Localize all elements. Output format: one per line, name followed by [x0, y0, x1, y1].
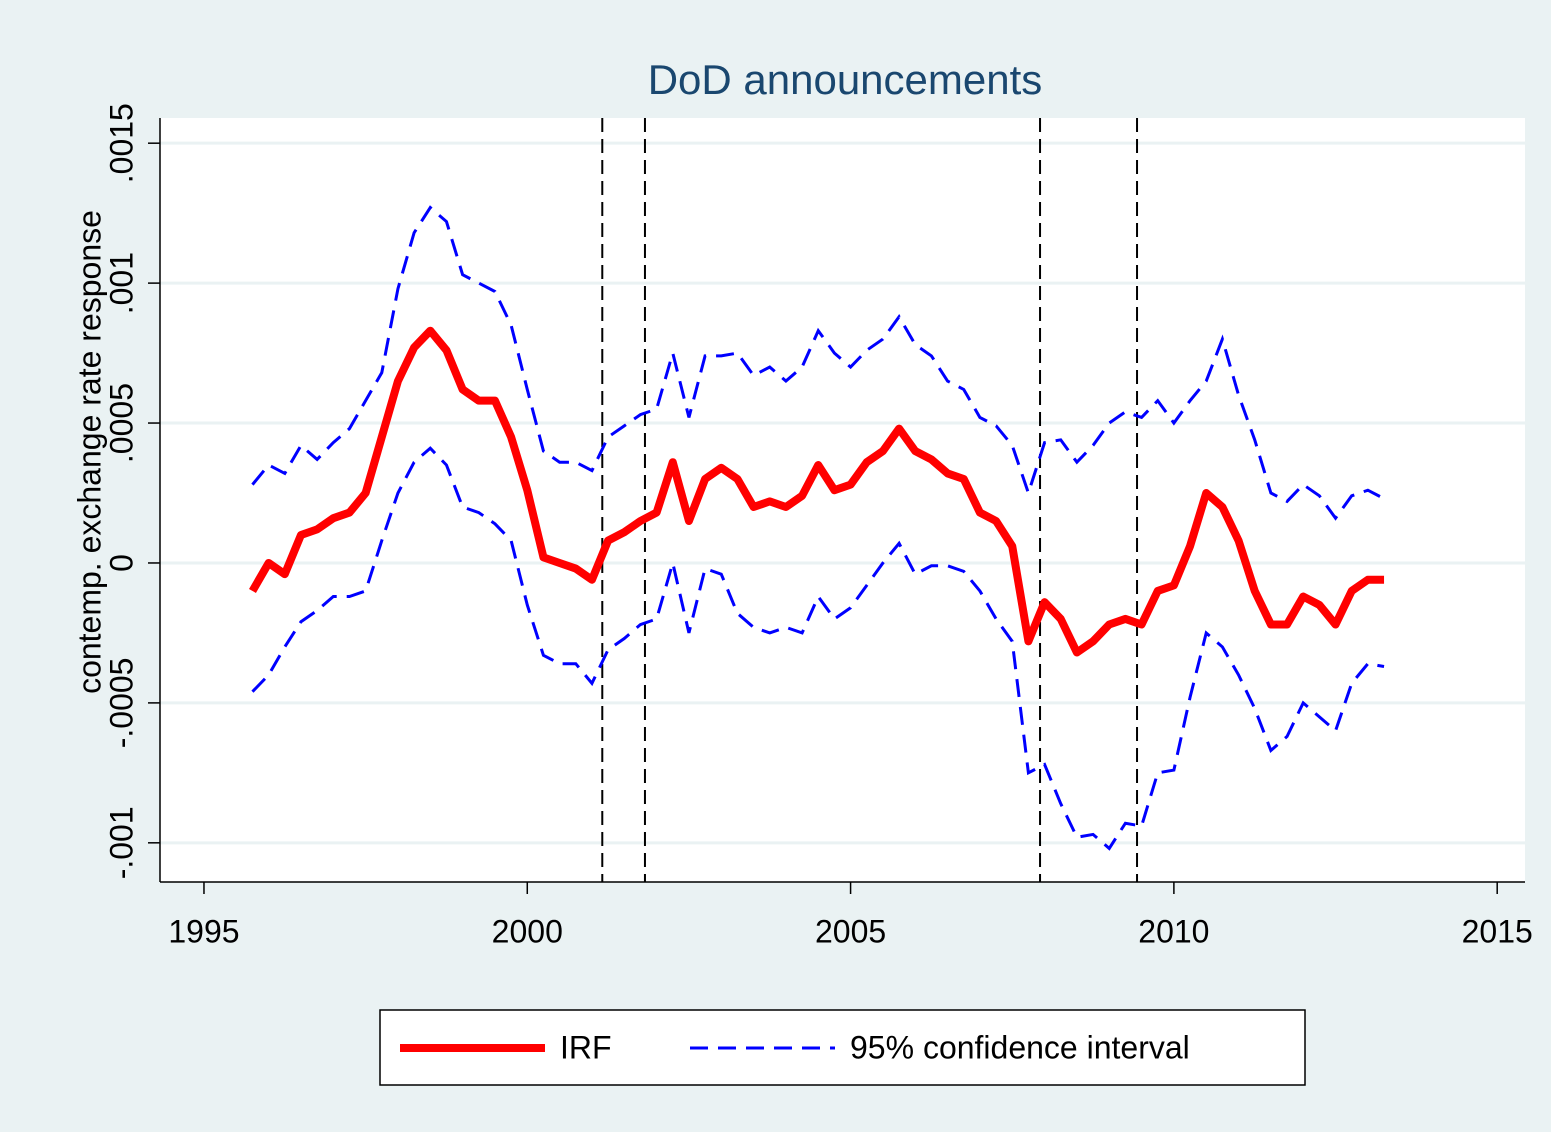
x-tick-label: 2010	[1138, 913, 1209, 949]
x-tick-label: 2005	[815, 913, 886, 949]
x-tick-label: 1995	[168, 913, 239, 949]
y-tick-label: 0	[103, 554, 139, 572]
legend-label: IRF	[560, 1029, 612, 1065]
ci-line	[251, 205, 1385, 521]
legend-label: 95% confidence interval	[850, 1029, 1190, 1065]
y-tick-label: .001	[103, 252, 139, 314]
y-tick-label: .0015	[103, 103, 139, 183]
y-axis-label: contemp. exchange rate response	[71, 210, 107, 694]
chart-title: DoD announcements	[648, 56, 1043, 103]
y-tick-label: -.0005	[103, 658, 139, 749]
y-tick-label: .0005	[103, 383, 139, 463]
y-tick-label: -.001	[103, 806, 139, 879]
x-tick-label: 2015	[1462, 913, 1533, 949]
x-tick-label: 2000	[492, 913, 563, 949]
irf-line	[249, 326, 1385, 657]
plot-region	[160, 118, 1525, 882]
